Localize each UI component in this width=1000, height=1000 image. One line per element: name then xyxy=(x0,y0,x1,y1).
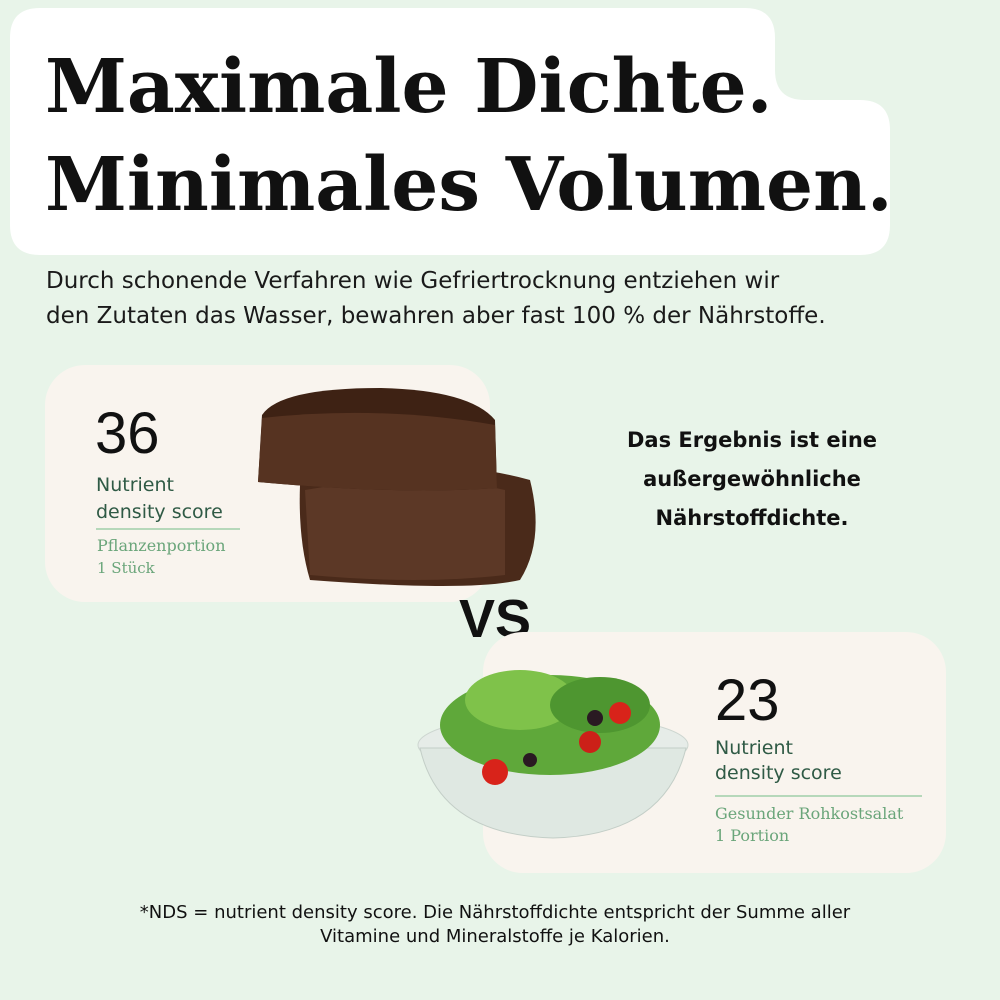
brownie-image xyxy=(258,388,536,586)
score: 36 xyxy=(95,401,160,466)
footnote: Vitamine und Mineralstoffe je Kalorien. xyxy=(320,926,670,947)
score-label: density score xyxy=(715,762,842,784)
intro: den Zutaten das Wasser, bewahren aber fa… xyxy=(46,303,826,329)
headline-box xyxy=(10,8,890,255)
product: Gesunder Rohkostsalat xyxy=(715,804,904,823)
score: 23 xyxy=(715,668,780,733)
score-label: Nutrient xyxy=(96,474,174,496)
quantity: 1 Stück xyxy=(97,559,156,577)
footnote: *NDS = nutrient density score. Die Nährs… xyxy=(140,902,851,923)
product: Pflanzenportion xyxy=(97,536,226,555)
intro: Durch schonende Verfahren wie Gefriertro… xyxy=(46,268,780,294)
result-text: außergewöhnliche xyxy=(643,467,861,491)
score-label: density score xyxy=(96,501,223,523)
result-text: Das Ergebnis ist eine xyxy=(627,428,877,452)
headline: Maximale Dichte. xyxy=(45,44,772,130)
salad-image xyxy=(417,670,689,839)
quantity: 1 Portion xyxy=(715,826,789,845)
result-text: Nährstoffdichte. xyxy=(656,506,849,530)
score-label: Nutrient xyxy=(715,737,793,759)
headline: Minimales Volumen. xyxy=(45,142,893,228)
